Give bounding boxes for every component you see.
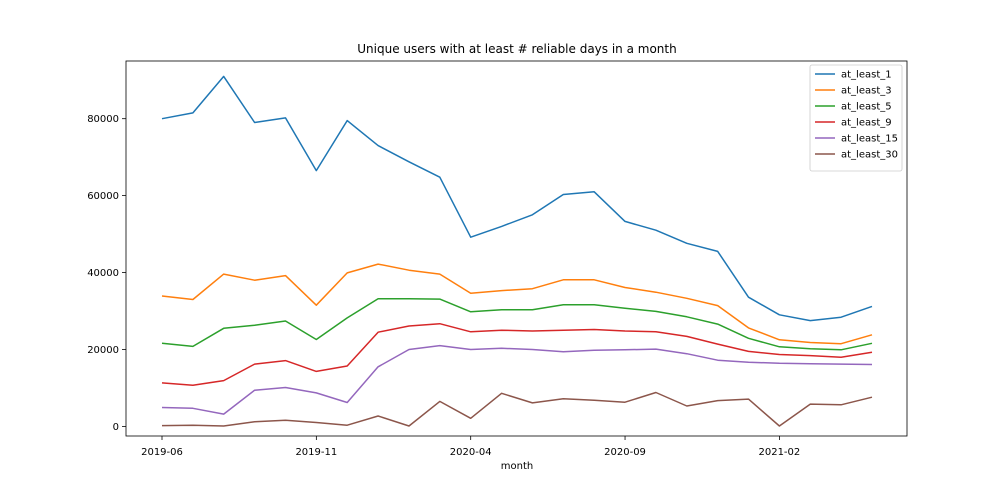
series-line-at_least_15 bbox=[161, 344, 873, 415]
y-tick-label: 20000 bbox=[87, 345, 119, 356]
y-tick-label: 80000 bbox=[87, 114, 119, 125]
legend-label-at_least_1: at_least_1 bbox=[841, 70, 892, 81]
legend-box bbox=[809, 64, 903, 172]
series-line-at_least_3 bbox=[161, 263, 873, 345]
chart-title: Unique users with at least # reliable da… bbox=[357, 42, 676, 56]
x-tick-label: 2021-02 bbox=[758, 447, 800, 458]
plot-frame bbox=[125, 60, 908, 437]
series-line-at_least_1 bbox=[161, 75, 873, 322]
y-tick-label: 0 bbox=[113, 422, 119, 433]
plot-area bbox=[161, 75, 873, 427]
series-line-at_least_5 bbox=[161, 297, 873, 351]
legend-label-at_least_15: at_least_15 bbox=[841, 134, 898, 145]
legend-label-at_least_30: at_least_30 bbox=[841, 150, 898, 161]
legend-label-at_least_9: at_least_9 bbox=[841, 118, 892, 129]
y-tick-label: 60000 bbox=[87, 191, 119, 202]
x-tick-label: 2020-09 bbox=[604, 447, 646, 458]
y-axis: 0 20000 40000 60000 80000 bbox=[87, 114, 126, 433]
legend-label-at_least_3: at_least_3 bbox=[841, 86, 892, 97]
series-line-at_least_30 bbox=[161, 391, 873, 427]
x-axis-label: month bbox=[501, 461, 533, 472]
x-axis: 2019-06 2019-11 2020-04 2020-09 2021-02 bbox=[141, 436, 800, 458]
legend: at_least_1 at_least_3 at_least_5 at_least_9… bbox=[809, 64, 903, 172]
series-line-at_least_9 bbox=[161, 322, 873, 386]
x-tick-label: 2020-04 bbox=[450, 447, 492, 458]
x-tick-label: 2019-06 bbox=[141, 447, 183, 458]
x-tick-label: 2019-11 bbox=[295, 447, 337, 458]
legend-label-at_least_5: at_least_5 bbox=[841, 102, 892, 113]
y-tick-label: 40000 bbox=[87, 268, 119, 279]
